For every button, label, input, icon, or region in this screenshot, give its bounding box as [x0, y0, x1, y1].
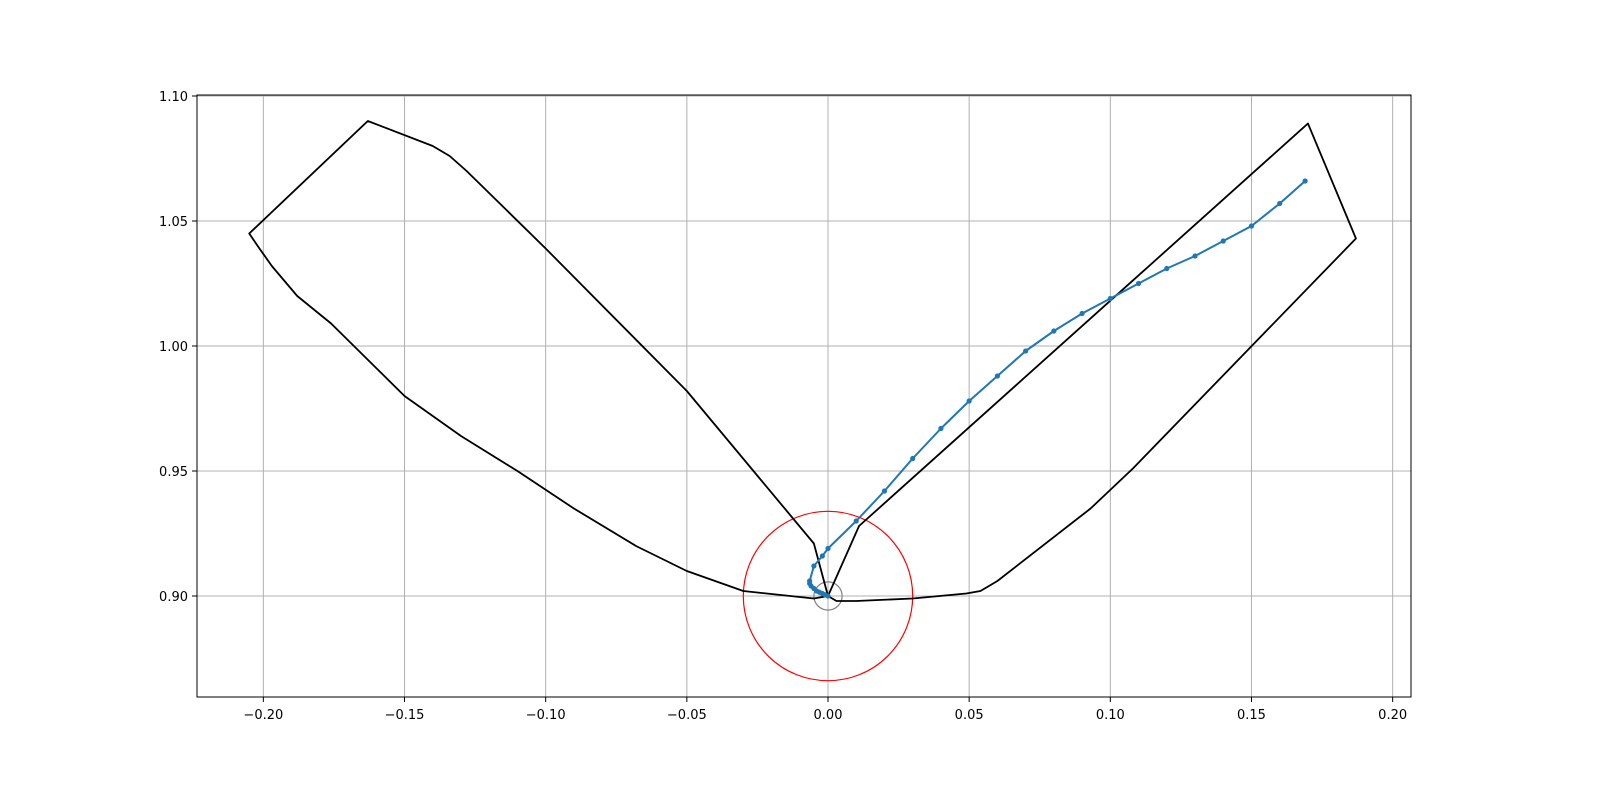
trajectory-point [994, 373, 1000, 379]
trajectory-point [807, 578, 813, 584]
inner-circle [813, 581, 843, 611]
y-tick-label: 1.10 [159, 90, 188, 105]
outer-circle [742, 510, 914, 682]
boundary-right-line [827, 122, 1357, 602]
trajectory-point [1248, 223, 1255, 229]
trajectory-point [938, 425, 944, 432]
y-tick-label: 0.90 [159, 590, 188, 605]
y-tick-label: 1.00 [159, 340, 188, 355]
axes-frame [196, 94, 1412, 698]
boundary-line [248, 120, 829, 600]
trajectory-point [881, 488, 888, 494]
trajectory-point [1135, 280, 1142, 287]
plot-area [248, 120, 1357, 682]
trajectory-point [1220, 238, 1226, 244]
trajectory-point [819, 553, 825, 559]
trajectory-point [1107, 295, 1113, 302]
trajectory-point [853, 518, 859, 524]
trajectory-point [910, 455, 916, 462]
x-tick-label: −0.05 [667, 708, 707, 723]
y-tick-label: 1.05 [159, 215, 188, 230]
trajectory-point [1277, 200, 1283, 207]
axis-ticks: −0.20 −0.15 −0.10 −0.05 0.00 0.05 0.10 0.15 0.20… [159, 90, 1407, 723]
x-tick-label: 0.20 [1378, 708, 1407, 723]
x-tick-label: −0.15 [385, 708, 425, 723]
x-tick-label: −0.10 [526, 708, 566, 723]
x-tick-label: 0.10 [1096, 708, 1125, 723]
x-tick-label: 0.15 [1237, 708, 1266, 723]
trajectory-point [1079, 310, 1085, 317]
grid [197, 95, 1411, 697]
y-tick-label: 0.95 [159, 465, 188, 480]
trajectory-point [825, 545, 831, 552]
trajectory-point [966, 398, 972, 404]
trajectory-point [1023, 348, 1029, 354]
trajectory-point [811, 563, 817, 569]
trajectory-point [1302, 178, 1308, 184]
trajectory-point [1192, 253, 1198, 259]
x-tick-label: 0.05 [955, 708, 984, 723]
x-tick-label: −0.20 [243, 708, 283, 723]
trajectory-point [1164, 265, 1170, 272]
trajectory-point [1051, 328, 1057, 334]
x-tick-label: 0.00 [814, 708, 843, 723]
